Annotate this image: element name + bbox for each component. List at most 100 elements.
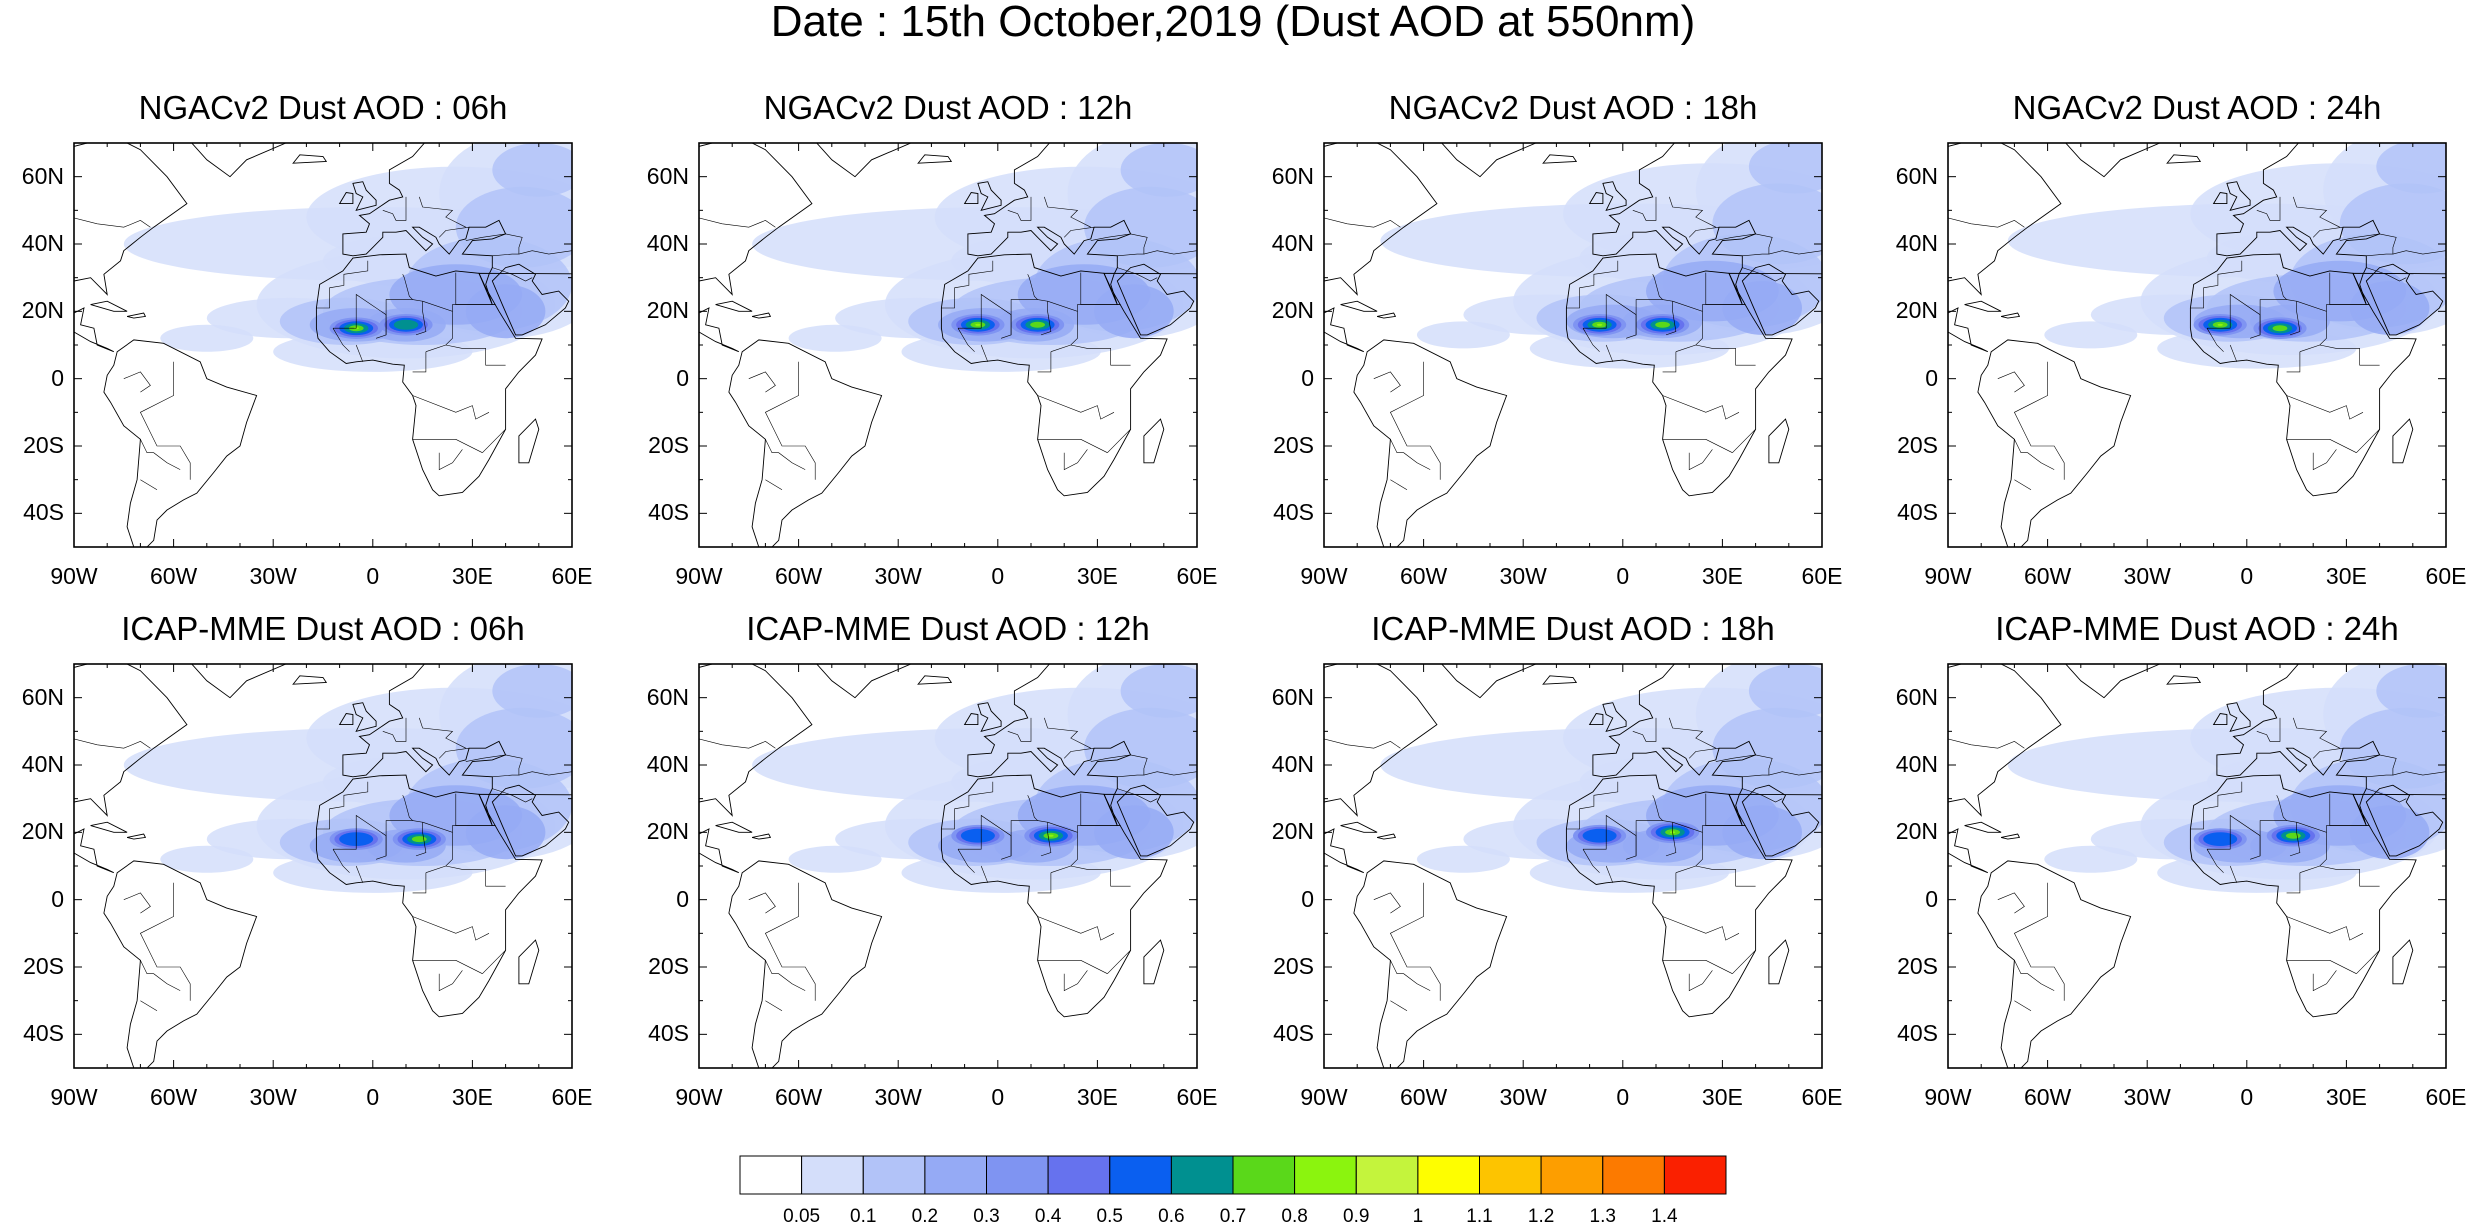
coastline-britain (977, 181, 1002, 211)
country-border (1662, 916, 1740, 941)
country-border (355, 344, 364, 362)
country-border (1027, 274, 1038, 300)
aod-plume (960, 828, 995, 843)
aod-contour (788, 845, 882, 873)
coastline-arabia (1741, 784, 1820, 857)
country-border (412, 872, 427, 894)
country-border (1063, 747, 1095, 759)
country-border (958, 814, 1012, 860)
colorbar-swatch (1294, 1155, 1357, 1195)
colorbar-swatch (1047, 1155, 1111, 1195)
aod-plume (2217, 323, 2223, 326)
coastline-cuba (1340, 300, 1378, 312)
lat-tick-label: 40N (646, 230, 689, 256)
country-border (1047, 300, 1078, 352)
coastline-africa (315, 774, 543, 1018)
country-border (2312, 449, 2337, 471)
country-border (438, 747, 470, 759)
country-border (1037, 872, 1052, 894)
country-border (316, 781, 369, 830)
country-border (1037, 438, 1108, 453)
axis-ticks (1947, 142, 2447, 548)
country-border (2319, 865, 2380, 887)
country-border (2207, 814, 2261, 860)
country-border (2326, 825, 2370, 833)
country-border (2326, 304, 2370, 312)
country-border (1143, 250, 1197, 255)
dust-aod-map (698, 142, 1198, 548)
aod-plume (2272, 325, 2288, 332)
lat-tick-label: 0 (51, 885, 64, 912)
country-border (412, 351, 427, 373)
coastline-ireland (1588, 192, 1604, 205)
country-border (2356, 428, 2380, 453)
coastline-madagascar (1143, 939, 1165, 985)
country-border (123, 371, 151, 393)
aod-contour (492, 143, 572, 197)
lat-tick-label: 20N (21, 818, 64, 845)
coastline-africa (1565, 253, 1793, 497)
axis-ticks (73, 663, 573, 1069)
coastline-arabia (1116, 784, 1195, 857)
lat-tick-label: 0 (51, 364, 64, 391)
aod-plume (1596, 323, 1603, 326)
coastline-cuba (1964, 300, 2002, 312)
lon-tick-label: 0 (366, 563, 380, 589)
country-border (748, 892, 776, 914)
colorbar-label: 0.05 (783, 1206, 821, 1227)
country-border (1077, 304, 1121, 312)
country-border (1742, 267, 1783, 282)
dust-aod-map (73, 663, 573, 1069)
lon-tick-label: 30E (2325, 1084, 2367, 1110)
country-border (1063, 449, 1088, 471)
coastline-britain (352, 181, 377, 211)
coastline-greenland (816, 143, 912, 178)
lat-tick-label: 40N (1895, 751, 1938, 777)
country-border (445, 344, 506, 366)
lat-tick-label: 40S (1273, 499, 1314, 526)
country-border (765, 960, 806, 991)
coastline-greenland (1441, 664, 1537, 699)
aod-contour (1722, 805, 1802, 860)
country-border (1948, 217, 2025, 228)
aod-plume (1582, 828, 1617, 843)
country-border (1090, 233, 1148, 257)
country-border (2312, 226, 2344, 238)
country-border (2392, 771, 2446, 776)
aod-contour (2376, 143, 2446, 194)
coastline-madagascar (2392, 418, 2414, 464)
coastline-iceland (917, 154, 953, 164)
country-border (1662, 959, 1733, 974)
country-border (140, 1000, 158, 1012)
country-border (1390, 960, 1431, 991)
lat-tick-label: 60N (1271, 683, 1314, 710)
colorbar-swatch (1170, 1155, 1234, 1195)
coastline-south-america (728, 339, 883, 547)
country-border (1390, 439, 1431, 470)
coastline-britain (977, 702, 1002, 732)
coastline-south-america (1353, 860, 1508, 1068)
coastlines (1948, 664, 2446, 1068)
lon-tick-label: 30W (1499, 1084, 1547, 1110)
country-border (333, 293, 387, 339)
lon-tick-label: 60E (1176, 563, 1218, 589)
coastline-cuba (715, 300, 753, 312)
axis-ticks (1947, 663, 2447, 1069)
country-border (1044, 717, 1091, 749)
coastline-arabia (1741, 263, 1820, 336)
coastline-south-america (728, 860, 883, 1068)
country-border (1324, 738, 1401, 749)
coastline-europe (2216, 143, 2446, 305)
lon-tick-label: 90W (50, 563, 98, 589)
lon-tick-label: 30E (1701, 1084, 1743, 1110)
coastline-britain (2226, 181, 2251, 211)
country-border (2276, 795, 2287, 821)
country-border (1390, 1000, 1408, 1012)
country-border (764, 361, 816, 480)
country-border (1632, 717, 1657, 742)
colorbar-swatch (1602, 1155, 1665, 1195)
colorbar-swatch (1232, 1155, 1296, 1195)
coastline-europe (342, 664, 572, 826)
colorbar-label: 0.1 (850, 1206, 877, 1227)
aod-contour (2376, 664, 2446, 718)
